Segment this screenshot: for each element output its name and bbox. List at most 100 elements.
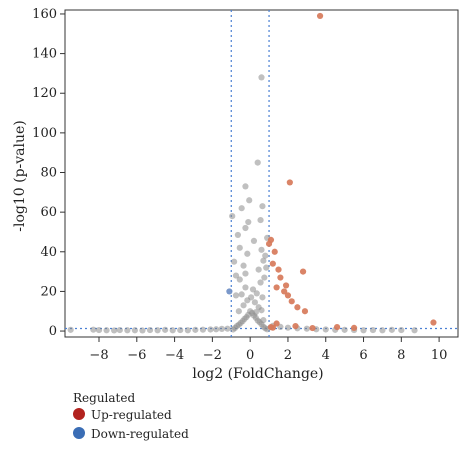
plot-area (64, 9, 459, 338)
not-significant-point (260, 317, 267, 324)
not-significant-point (213, 326, 220, 333)
x-tick-label: 6 (359, 348, 367, 363)
not-significant-point (192, 326, 199, 333)
not-significant-point (146, 326, 154, 334)
not-significant-point (260, 257, 267, 264)
up-points-point (269, 260, 276, 267)
y-axis: 0 20 40 60 80 100 120 140 160 (32, 7, 65, 339)
not-significant-point (341, 326, 348, 333)
not-significant-point (369, 326, 377, 334)
up-points-point (309, 324, 316, 332)
y-tick-label: 40 (40, 245, 57, 260)
not-significant-point (240, 262, 247, 269)
not-significant-point (322, 326, 329, 333)
not-significant-point (124, 327, 131, 334)
y-tick-label: 140 (32, 47, 57, 62)
up-points-point (350, 324, 358, 331)
not-significant-point (262, 252, 269, 259)
not-significant-point (249, 286, 257, 293)
x-tick-label: 0 (246, 348, 254, 363)
legend-down-label: Down-regulated (91, 427, 189, 441)
up-points-point (316, 12, 324, 20)
up-points-point (292, 323, 299, 330)
not-significant-point (254, 159, 261, 166)
x-tick-label: 8 (397, 348, 405, 363)
not-significant-point (232, 272, 240, 279)
not-significant-point (218, 325, 225, 332)
legend-title: Regulated (73, 391, 135, 405)
not-significant-point (67, 326, 74, 333)
not-significant-point (242, 224, 249, 232)
not-significant-point (258, 307, 265, 314)
not-significant-point (111, 327, 118, 334)
y-axis-label: -log10 (p-value) (12, 120, 28, 232)
not-significant-point (248, 294, 255, 301)
up-points-point (269, 324, 276, 331)
x-axis-label: log2 (FoldChange) (192, 366, 323, 382)
up-points-point (273, 284, 280, 291)
x-tick-label: 10 (431, 348, 448, 363)
legend: Regulated Up-regulated Down-regulated (73, 391, 189, 441)
not-significant-point (263, 264, 270, 271)
not-significant-point (255, 266, 262, 273)
y-tick-label: 100 (32, 126, 57, 141)
not-significant-point (251, 299, 258, 306)
up-points-point (282, 282, 290, 289)
not-significant-point (103, 327, 110, 334)
not-significant-point (232, 292, 240, 299)
not-significant-point (242, 183, 249, 190)
not-significant-point (259, 203, 266, 210)
y-tick-label: 60 (40, 205, 57, 220)
up-points-point (281, 288, 288, 295)
not-significant-point (207, 326, 214, 333)
not-significant-point (303, 325, 310, 332)
not-significant-point (258, 74, 265, 81)
x-tick-label: −4 (165, 348, 184, 363)
legend-down-marker (73, 427, 85, 439)
not-significant-point (154, 327, 161, 334)
not-significant-point (257, 279, 264, 286)
up-points-point (275, 266, 282, 273)
up-points-point (286, 179, 293, 186)
not-significant-point (236, 244, 243, 251)
up-points-point (299, 268, 307, 275)
not-significant-point (259, 294, 266, 301)
not-significant-point (131, 327, 139, 334)
not-significant-point (224, 325, 231, 332)
not-significant-point (234, 231, 241, 239)
down-points-point (226, 288, 233, 295)
not-significant-point (162, 326, 169, 333)
not-significant-point (388, 326, 395, 333)
x-axis: −8 −6 −4 −2 0 2 4 6 8 10 (89, 337, 447, 363)
not-significant-point (242, 270, 249, 277)
not-significant-point (242, 284, 249, 291)
not-significant-point (177, 326, 184, 334)
not-significant-point (411, 327, 418, 334)
up-points-point (277, 274, 284, 281)
legend-up-label: Up-regulated (91, 408, 172, 422)
not-significant-point (184, 327, 191, 334)
legend-up-marker (73, 408, 85, 420)
not-significant-point (252, 309, 259, 316)
x-tick-label: 4 (322, 348, 330, 363)
x-tick-label: −8 (89, 348, 108, 363)
not-significant-point (229, 213, 236, 220)
not-significant-point (90, 326, 97, 333)
not-significant-point (257, 216, 264, 224)
not-significant-point (244, 250, 251, 257)
not-significant-point (245, 218, 252, 226)
y-tick-label: 20 (40, 284, 57, 299)
not-significant-point (236, 276, 243, 283)
not-significant-point (238, 205, 245, 212)
up-points-point (284, 292, 292, 299)
up-points-point (288, 298, 295, 305)
up-points-point (333, 323, 341, 331)
x-tick-label: −2 (203, 348, 222, 363)
not-significant-point (360, 327, 367, 334)
up-points-point (294, 304, 301, 311)
up-points-point (430, 319, 437, 326)
y-tick-label: 120 (32, 86, 57, 101)
not-significant-point (379, 327, 386, 334)
y-tick-label: 80 (40, 166, 57, 181)
